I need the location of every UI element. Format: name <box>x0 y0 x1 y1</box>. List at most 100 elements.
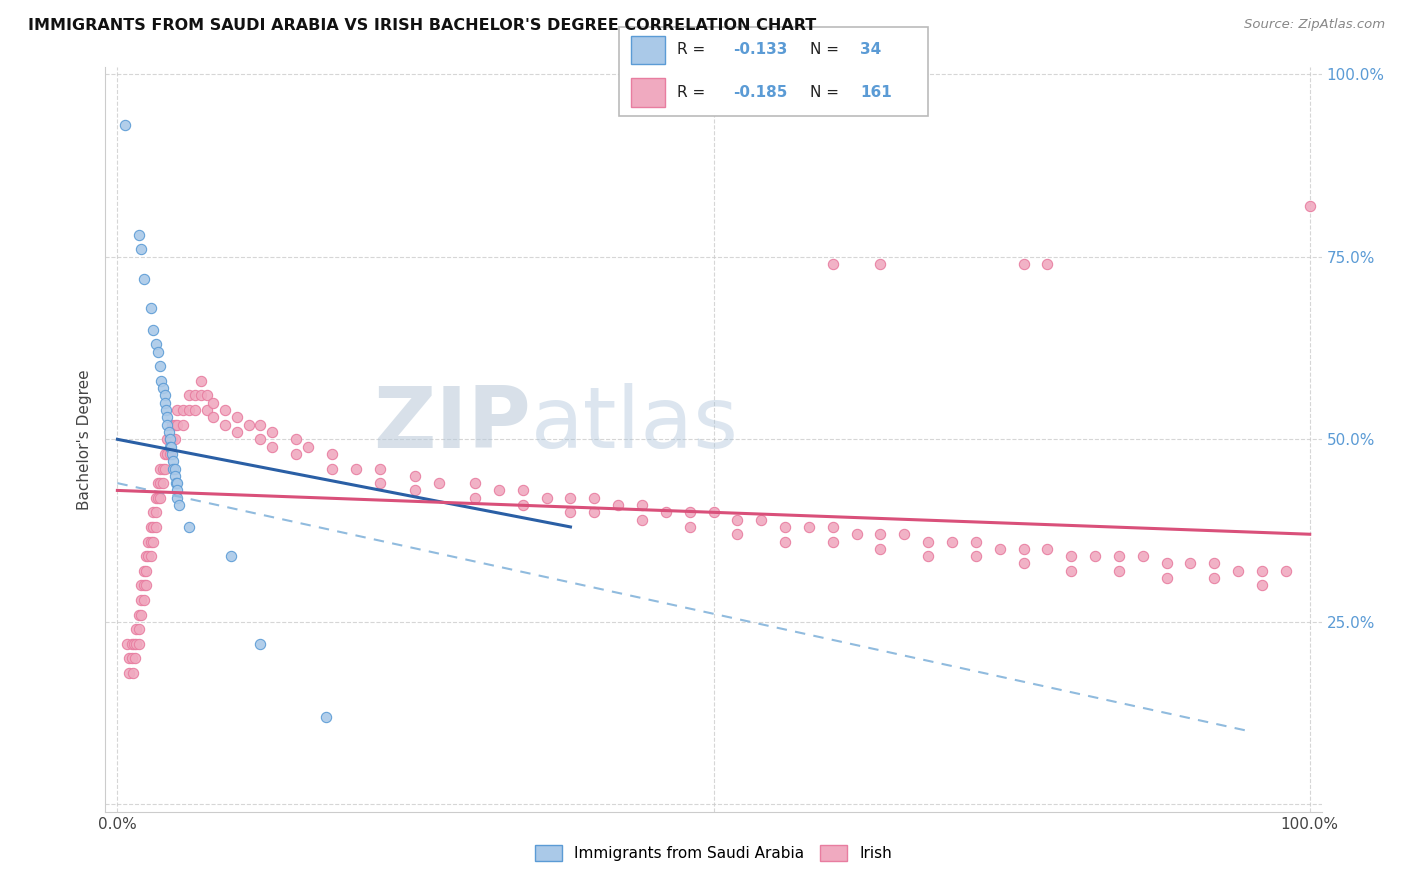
Point <box>163 461 186 475</box>
Point <box>238 417 260 432</box>
Point <box>156 433 179 447</box>
Point <box>139 520 162 534</box>
Point <box>155 403 177 417</box>
Legend: Immigrants from Saudi Arabia, Irish: Immigrants from Saudi Arabia, Irish <box>529 839 898 867</box>
Point <box>249 433 271 447</box>
Point <box>1036 541 1059 556</box>
Point <box>1204 557 1226 571</box>
Point <box>118 651 141 665</box>
Point <box>821 534 844 549</box>
FancyBboxPatch shape <box>631 78 665 107</box>
Point <box>145 520 167 534</box>
Point <box>368 476 391 491</box>
Text: N =: N = <box>810 86 844 100</box>
Point <box>749 513 772 527</box>
Point <box>153 461 176 475</box>
Point <box>145 505 167 519</box>
Point <box>146 476 169 491</box>
Point <box>169 498 191 512</box>
Point <box>153 447 176 461</box>
Point <box>1227 564 1250 578</box>
Point <box>160 440 183 454</box>
Point <box>1012 557 1035 571</box>
Point <box>121 651 143 665</box>
Point <box>1060 564 1083 578</box>
Point <box>125 637 148 651</box>
Point <box>166 483 188 498</box>
Point <box>201 396 224 410</box>
Point <box>172 417 194 432</box>
Point <box>965 549 987 563</box>
Point <box>225 410 247 425</box>
Point <box>965 534 987 549</box>
Point <box>153 396 176 410</box>
Point <box>1299 199 1322 213</box>
Point <box>1251 564 1274 578</box>
Text: -0.133: -0.133 <box>733 43 787 57</box>
Point <box>249 417 271 432</box>
Point <box>773 534 796 549</box>
Point <box>1204 571 1226 585</box>
Point <box>152 381 174 395</box>
Point <box>118 665 141 680</box>
Point <box>128 622 150 636</box>
Point <box>159 433 181 447</box>
FancyBboxPatch shape <box>619 27 928 116</box>
Point <box>159 447 181 461</box>
Point <box>166 476 188 491</box>
Point <box>153 388 176 402</box>
Point <box>219 549 242 563</box>
Point <box>315 710 337 724</box>
Point <box>941 534 963 549</box>
Point <box>631 498 654 512</box>
Point <box>195 388 218 402</box>
Point <box>607 498 630 512</box>
Point <box>160 447 183 461</box>
Point <box>142 505 165 519</box>
Text: -0.185: -0.185 <box>733 86 787 100</box>
Point <box>142 534 165 549</box>
Point <box>1084 549 1107 563</box>
Point <box>163 433 186 447</box>
Point <box>869 527 891 541</box>
Point <box>679 505 702 519</box>
Text: R =: R = <box>678 43 710 57</box>
Point <box>172 403 194 417</box>
Point <box>122 665 145 680</box>
Point <box>139 549 162 563</box>
Point <box>427 476 450 491</box>
Text: N =: N = <box>810 43 844 57</box>
Point <box>285 447 308 461</box>
Point <box>184 388 207 402</box>
Point <box>166 403 188 417</box>
Point <box>132 593 155 607</box>
Y-axis label: Bachelor's Degree: Bachelor's Degree <box>77 369 93 509</box>
Point <box>121 637 143 651</box>
Point <box>160 417 183 432</box>
Point <box>132 564 155 578</box>
Point <box>190 388 212 402</box>
Point <box>1132 549 1154 563</box>
Point <box>162 454 184 468</box>
Point <box>869 257 891 271</box>
Point <box>159 433 181 447</box>
Text: ZIP: ZIP <box>374 383 531 466</box>
Point <box>149 476 172 491</box>
Point <box>142 520 165 534</box>
Point <box>1108 564 1130 578</box>
Point <box>869 541 891 556</box>
Point <box>679 520 702 534</box>
Point <box>152 461 174 475</box>
Point <box>135 578 157 592</box>
Point <box>190 374 212 388</box>
Point <box>917 549 939 563</box>
Point <box>214 403 236 417</box>
Point <box>184 403 207 417</box>
Point <box>512 498 534 512</box>
Point <box>177 520 200 534</box>
Point <box>285 433 308 447</box>
Point <box>1180 557 1202 571</box>
Point <box>165 476 187 491</box>
Point <box>129 578 152 592</box>
Point <box>583 491 606 505</box>
